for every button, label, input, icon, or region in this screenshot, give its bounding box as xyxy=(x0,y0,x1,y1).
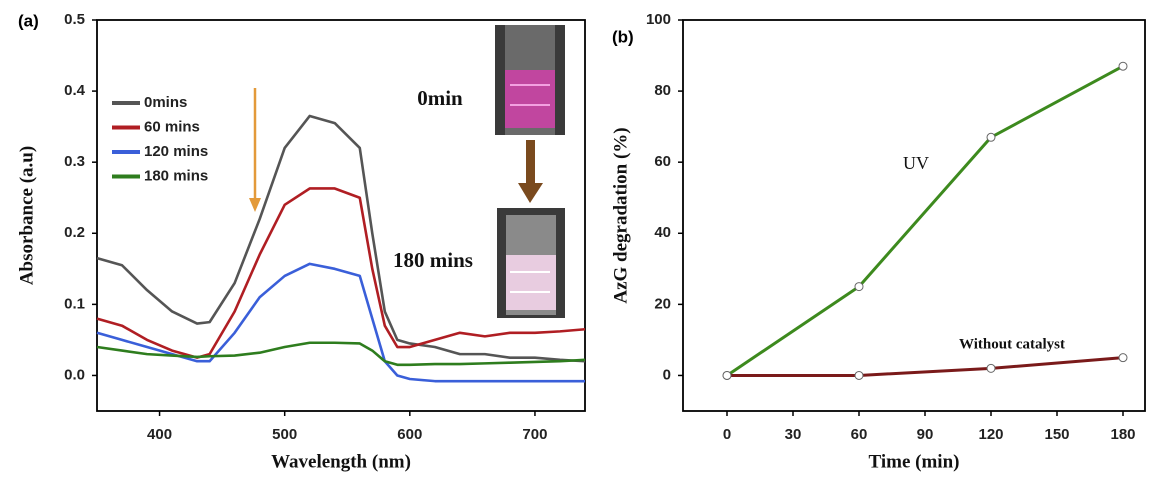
series-line xyxy=(96,114,586,363)
y-tick-label: 100 xyxy=(646,11,671,28)
y-axis-title: AzG degradation (%) xyxy=(610,127,631,303)
y-tick-label: 0.4 xyxy=(64,82,86,99)
y-tick-label: 0.0 xyxy=(64,366,85,383)
legend-label: 0mins xyxy=(144,94,187,111)
annotation: 0min xyxy=(417,86,463,110)
marker xyxy=(854,282,864,292)
x-tick-label: 600 xyxy=(397,426,422,443)
series-label: UV xyxy=(903,153,929,173)
tube-arrow xyxy=(518,140,543,203)
tube-photo-180min xyxy=(497,208,565,318)
annotation: 180 mins xyxy=(393,248,473,272)
panel-label: (b) xyxy=(612,27,634,46)
x-tick-label: 700 xyxy=(522,426,547,443)
legend-label: 60 mins xyxy=(144,118,200,135)
series-label: Without catalyst xyxy=(959,336,1065,352)
x-axis-title: Time (min) xyxy=(869,451,960,472)
y-tick-label: 0.2 xyxy=(64,224,85,241)
y-tick-label: 0.1 xyxy=(64,295,85,312)
series-line xyxy=(726,64,1124,377)
x-axis-title: Wavelength (nm) xyxy=(271,451,411,472)
legend-label: 180 mins xyxy=(144,167,208,184)
y-tick-label: 0.5 xyxy=(64,11,85,28)
y-axis-title: Absorbance (a.u) xyxy=(16,146,37,285)
series-line xyxy=(727,356,1124,377)
x-tick-label: 60 xyxy=(851,426,868,443)
series-line xyxy=(96,341,586,367)
x-tick-label: 500 xyxy=(272,426,297,443)
plot-frame xyxy=(96,19,586,412)
trend-arrow xyxy=(249,88,261,212)
marker xyxy=(986,132,996,142)
x-tick-label: 120 xyxy=(978,426,1003,443)
y-tick-label: 0 xyxy=(663,366,671,383)
series-line xyxy=(96,262,585,383)
x-tick-label: 30 xyxy=(785,426,802,443)
x-tick-label: 180 xyxy=(1110,426,1135,443)
panel-label: (a) xyxy=(18,11,39,30)
marker xyxy=(986,363,996,373)
marker xyxy=(1118,353,1128,363)
y-tick-label: 60 xyxy=(654,153,671,170)
tube-photo-0min xyxy=(495,25,565,135)
marker xyxy=(722,370,732,380)
x-tick-label: 400 xyxy=(147,426,172,443)
x-tick-label: 150 xyxy=(1044,426,1069,443)
y-tick-label: 80 xyxy=(654,82,671,99)
x-tick-label: 90 xyxy=(917,426,934,443)
plot-frame xyxy=(682,19,1146,412)
marker xyxy=(1118,61,1128,71)
y-tick-label: 0.3 xyxy=(64,153,85,170)
x-tick-label: 0 xyxy=(723,426,731,443)
marker xyxy=(854,370,864,380)
legend-label: 120 mins xyxy=(144,143,208,160)
y-tick-label: 20 xyxy=(654,295,671,312)
y-tick-label: 40 xyxy=(654,224,671,241)
